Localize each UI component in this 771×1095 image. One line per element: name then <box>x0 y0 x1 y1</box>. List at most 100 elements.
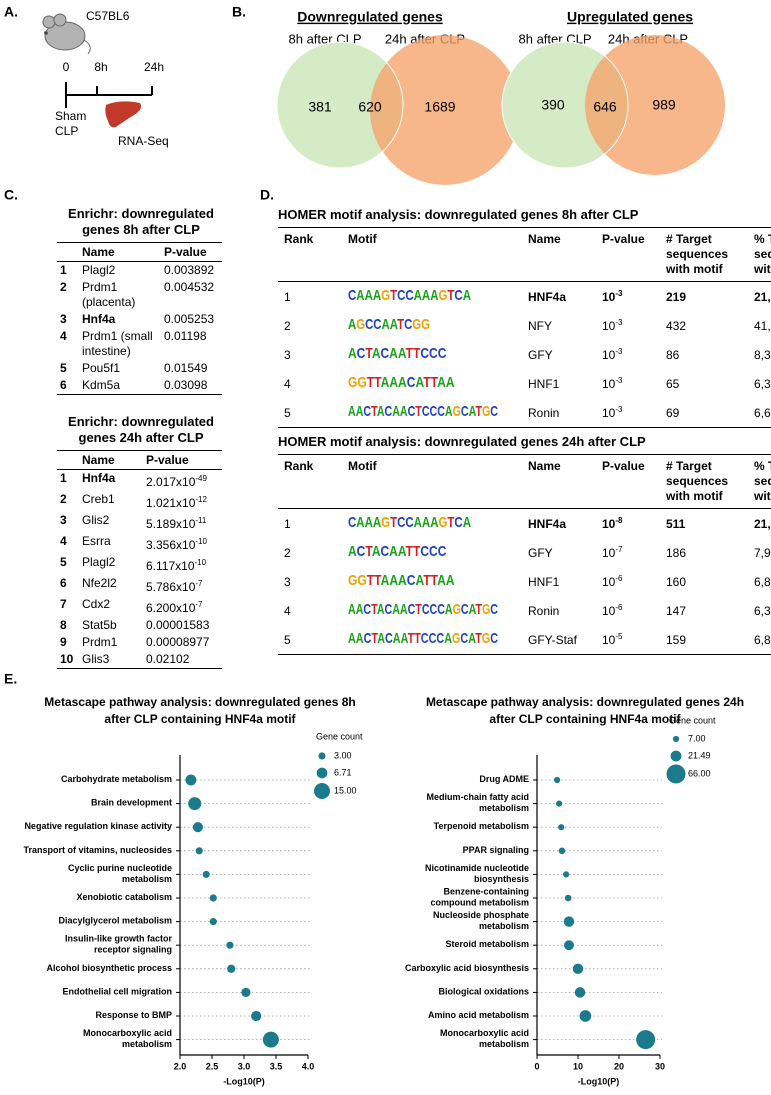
dot <box>227 964 236 973</box>
motif-letter: C <box>364 630 372 647</box>
rank-cell: 2 <box>60 280 67 294</box>
motif-letter: C <box>454 514 462 531</box>
motif-letter: A <box>381 572 390 589</box>
header-cell: % Target sequences with motif <box>748 227 771 282</box>
motif-letter: C <box>407 572 416 589</box>
motif-logo: GGTTAAACATTAA <box>348 572 455 589</box>
motif-letter: A <box>377 601 385 618</box>
motif-letter: T <box>367 572 374 589</box>
motif-letter: G <box>357 572 366 589</box>
p-cell: 0.01549 <box>161 360 222 377</box>
panel-label: E. <box>4 671 17 687</box>
motif-letter: C <box>430 601 438 618</box>
table-title: Enrichr: downregulated genes 8h after CL… <box>68 206 214 237</box>
p-base: 10 <box>602 517 616 531</box>
motif-letter: A <box>372 543 381 560</box>
group-label: Sham <box>55 109 86 123</box>
category-label: Drug ADME <box>479 774 529 784</box>
motif-letter: T <box>374 374 381 391</box>
motif-letter: T <box>447 287 454 304</box>
motif-letter: A <box>437 572 446 589</box>
name-cell: GFY-Staf <box>522 625 596 655</box>
motif-letter: A <box>422 287 430 304</box>
motif-letter: T <box>447 514 454 531</box>
p-base: 10 <box>602 406 616 420</box>
rank-cell: 1 <box>60 471 67 485</box>
motif-letter: A <box>398 572 407 589</box>
legend-label: 6.71 <box>334 767 352 777</box>
p-value: 0.01549 <box>164 361 208 375</box>
header-cell: # Target sequences with motif <box>660 227 748 282</box>
rank-cell: 9 <box>60 635 67 649</box>
category-label: Monocarboxylic acid metabolism <box>440 1028 529 1049</box>
count-cell: 219 <box>666 289 687 304</box>
rank-cell: 4 <box>284 376 291 391</box>
name-cell: HNF1 <box>528 376 560 391</box>
venn-count: 381 <box>308 99 332 115</box>
motif-letter: A <box>389 572 398 589</box>
category-label: Cyclic purine nucleotide metabolism <box>68 863 172 884</box>
header-row: Rank Motif Name P-value # Target sequences w… <box>278 454 771 509</box>
motif-letter: C <box>429 543 438 560</box>
label-line: Brain development <box>91 798 172 808</box>
legend-label: 21.49 <box>688 750 711 760</box>
name-cell: Kdm5a <box>79 377 161 395</box>
motif-letter: C <box>357 345 366 362</box>
x-tick-label: 3.5 <box>270 1061 283 1071</box>
p-base: 5.189x10 <box>146 517 196 531</box>
enrichr-table: Name P-value 1 Hnf4a 2.017x10-49 2 Creb1 1.021x… <box>57 450 222 669</box>
motif-letter: C <box>454 287 462 304</box>
motif-cell: AGCCAATCGG <box>342 311 522 340</box>
motif-letter: A <box>430 514 438 531</box>
name-cell: Hnf4a <box>82 471 116 485</box>
header-row: Rank Motif Name P-value # Target sequences w… <box>278 227 771 282</box>
name-cell: Plagl2 <box>82 555 116 569</box>
label-line: receptor signaling <box>94 945 172 955</box>
p-value: 0.003892 <box>164 263 215 277</box>
x-axis-label: -Log10(P) <box>223 1076 265 1086</box>
motif-letter: T <box>431 572 438 589</box>
label-line: Amino acid metabolism <box>428 1010 529 1020</box>
header-cell: Rank <box>278 454 342 509</box>
motif-letter: C <box>405 287 413 304</box>
motif-letter: T <box>413 543 420 560</box>
dot <box>556 800 563 807</box>
strain-label: C57BL6 <box>86 9 130 23</box>
motif-sequence: AGCCAATCGG <box>348 316 430 333</box>
motif-letter: G <box>357 374 366 391</box>
motif-letter: T <box>423 374 430 391</box>
name-cell: Hnf4a <box>82 312 116 326</box>
p-base: 10 <box>602 377 616 391</box>
enrichr-table-block: Enrichr: downregulated genes 8h after CL… <box>52 206 230 395</box>
label-line: Diacylglycerol metabolism <box>58 916 172 926</box>
motif-sequence: ACTACAATTCCC <box>348 345 447 362</box>
motif-logo: ACTACAATTCCC <box>348 345 447 362</box>
liver-icon <box>105 101 142 128</box>
p-cell: 3.356x10-10 <box>143 533 222 554</box>
table-row: 3 Glis2 5.189x10-11 <box>57 512 222 533</box>
label-line: PPAR signaling <box>463 845 529 855</box>
motif-letter: A <box>398 543 407 560</box>
enrichr-table-block: Enrichr: downregulated genes 24h after C… <box>52 414 230 669</box>
p-base: 6.200x10 <box>146 601 196 615</box>
motif-letter: T <box>415 403 422 420</box>
header-cell <box>57 450 79 470</box>
category-label: Diacylglycerol metabolism <box>58 916 172 926</box>
legend-label: 66.00 <box>688 768 711 778</box>
group-label: CLP <box>55 124 78 138</box>
name-cell: Esrra <box>82 534 111 548</box>
dot <box>209 894 217 902</box>
motif-letter: G <box>348 572 357 589</box>
motif-letter: C <box>405 514 413 531</box>
motif-letter: T <box>371 601 377 618</box>
motif-letter: T <box>476 601 483 618</box>
legend-dot <box>316 767 328 779</box>
motif-cell: ACTACAATTCCC <box>342 538 522 567</box>
motif-letter: A <box>356 601 364 618</box>
p-cell: 0.003892 <box>161 262 222 280</box>
panel-label: D. <box>260 187 274 203</box>
dot <box>202 870 210 878</box>
p-cell: 6.117x10-10 <box>143 554 222 575</box>
percent-cell: 6,30% <box>754 603 771 618</box>
table-row: 1 Hnf4a 2.017x10-49 <box>57 470 222 492</box>
